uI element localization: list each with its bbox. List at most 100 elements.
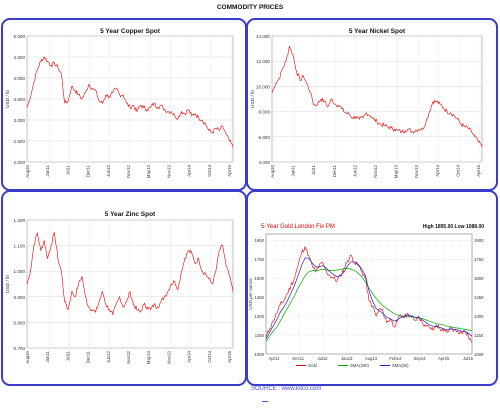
data-point — [408, 128, 409, 130]
data-point — [222, 245, 223, 246]
data-point — [177, 288, 179, 290]
data-point — [436, 101, 437, 102]
data-point — [201, 119, 203, 121]
data-point — [33, 245, 35, 246]
data-point — [194, 263, 196, 264]
x-tick-label: May13 — [146, 164, 151, 178]
data-point — [222, 126, 223, 127]
data-point — [109, 309, 110, 310]
data-point — [50, 245, 52, 246]
x-tick-label: Jul11 — [65, 164, 70, 175]
x-tick-label: Jan13 — [341, 356, 353, 361]
chart-title: 5-Year Gold London Fix PM — [261, 224, 335, 230]
y-tick-label: 1600 — [254, 276, 264, 281]
data-point — [126, 301, 127, 303]
data-point — [112, 314, 114, 315]
decorative-mark — [262, 401, 268, 402]
data-point — [88, 306, 90, 308]
data-point — [170, 111, 172, 112]
data-point — [212, 132, 213, 133]
data-point — [170, 283, 172, 285]
data-point — [387, 126, 388, 127]
chart-title: 5 Year Copper Spot — [100, 28, 161, 35]
data-point — [33, 81, 35, 83]
x-tick-label: Apr14 — [187, 164, 192, 176]
data-point — [129, 291, 131, 292]
y-tick-label-right: 1150 — [474, 333, 484, 338]
x-tick-label: Apr15 — [476, 164, 481, 176]
chart-title: 5 Year Nickel Spot — [349, 28, 406, 35]
data-point — [95, 90, 96, 91]
data-point — [383, 125, 385, 126]
gold-chart: 5-Year Gold London Fix PM High 1895.00 Lo… — [248, 224, 485, 368]
x-tick-label: Aug10 — [270, 164, 275, 177]
y-tick-label-right: 1750 — [474, 257, 484, 262]
data-point — [157, 107, 158, 108]
x-tick-label: Feb14 — [389, 356, 402, 361]
data-point — [98, 100, 100, 102]
legend-label: SMA(200) — [350, 363, 369, 368]
series-line-sma-50- — [265, 257, 473, 340]
data-point — [418, 128, 420, 130]
data-point — [30, 270, 31, 272]
chart-high-low: High 1895.00 Low 1088.00 — [423, 224, 485, 230]
data-point — [164, 109, 165, 110]
plot-area — [265, 233, 473, 355]
data-point — [306, 83, 308, 85]
y-tick-label: 1.100 — [14, 244, 26, 249]
data-point — [57, 67, 59, 68]
page-title: COMMODITY PRICES — [216, 4, 284, 11]
x-tick-label: Aug13 — [365, 356, 378, 361]
data-point — [232, 147, 234, 148]
x-tick-label: Nov13 — [414, 164, 419, 177]
data-point — [303, 76, 304, 77]
y-axis-label: USD / lb — [5, 275, 11, 293]
y-axis-label: USD / lb — [250, 90, 256, 108]
data-point — [146, 109, 148, 110]
data-point — [331, 98, 332, 100]
data-point — [481, 146, 483, 148]
y-tick-label: 1000 — [254, 352, 264, 357]
data-point — [334, 103, 336, 105]
x-tick-label: Jan11 — [45, 350, 50, 362]
data-point — [122, 94, 124, 96]
y-tick-label: 0.800 — [14, 320, 26, 325]
data-point — [229, 140, 230, 142]
x-tick-label: Nov12 — [126, 350, 131, 363]
data-point — [271, 92, 273, 93]
x-tick-label: Jun12 — [106, 164, 111, 177]
data-point — [229, 276, 230, 277]
data-point — [109, 96, 110, 98]
data-point — [64, 301, 66, 303]
data-point — [208, 278, 210, 280]
data-point — [174, 115, 175, 117]
y-tick-label: 4.000 — [14, 76, 26, 81]
data-point — [422, 128, 423, 130]
data-point — [102, 102, 103, 104]
data-point — [352, 117, 353, 119]
x-tick-label: May13 — [146, 350, 151, 364]
data-point — [289, 45, 290, 47]
data-point — [85, 296, 86, 298]
data-point — [219, 250, 220, 251]
data-point — [194, 113, 196, 114]
data-point — [415, 130, 416, 131]
legend-label: SMA(50) — [392, 363, 409, 368]
gold-chart-panel: 5-Year Gold London Fix PM High 1895.00 Lo… — [246, 190, 498, 386]
data-point — [443, 107, 444, 109]
y-tick-label: 1750 — [254, 257, 264, 262]
data-point — [299, 79, 301, 81]
zinc-chart-panel: 5 Year Zinc Spot 0.700 0.800 0.900 1.000 1.10… — [1, 190, 247, 386]
data-point — [188, 109, 189, 110]
data-point — [345, 112, 346, 114]
data-point — [102, 291, 103, 292]
chart-title: 5 Year Zinc Spot — [105, 211, 156, 218]
data-point — [212, 283, 213, 285]
data-point — [160, 301, 162, 303]
data-point — [464, 126, 465, 127]
data-point — [275, 83, 276, 85]
x-tick-label: May13 — [394, 164, 399, 178]
data-point — [219, 130, 220, 131]
source-link[interactable]: SOURCE : www.kitco.com — [251, 386, 322, 392]
data-point — [143, 304, 144, 305]
